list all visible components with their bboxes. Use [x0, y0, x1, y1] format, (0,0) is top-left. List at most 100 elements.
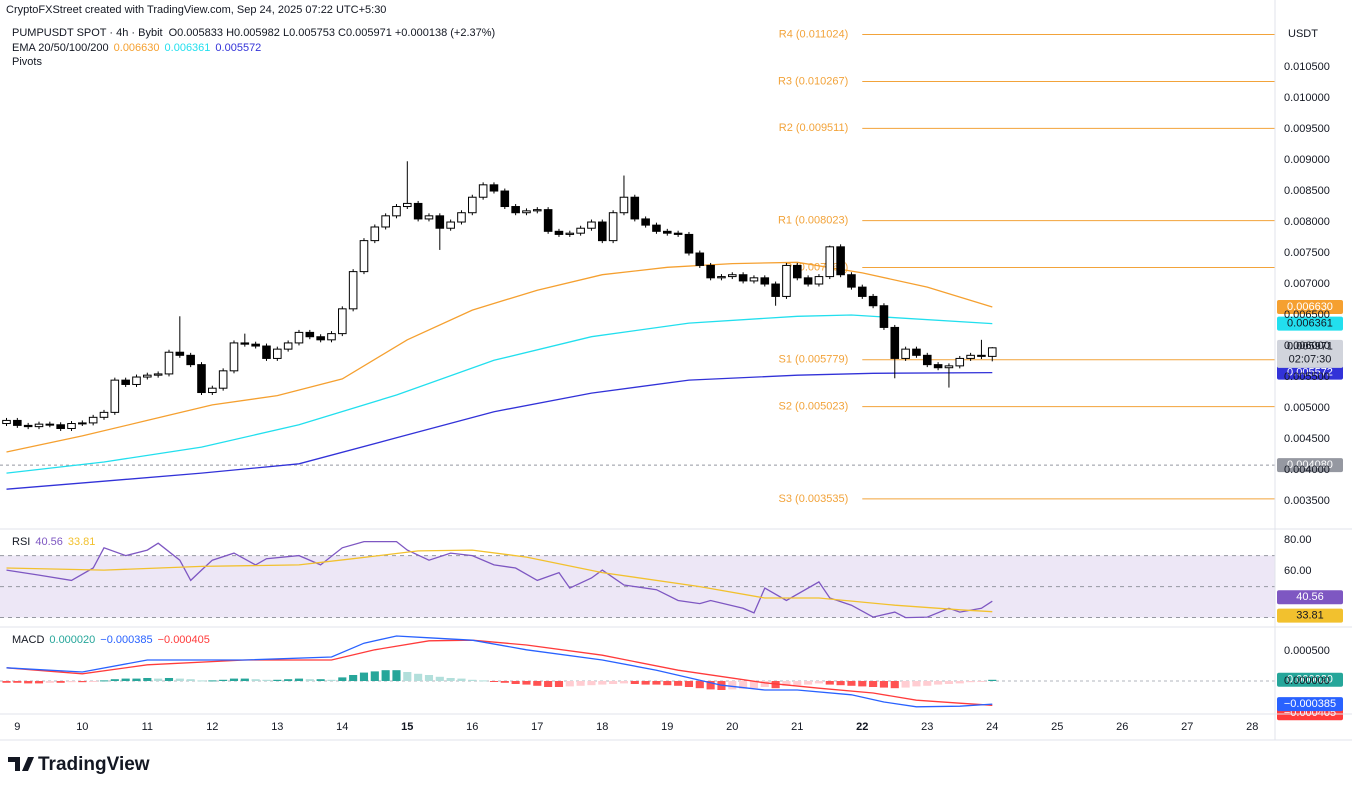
histogram-bar [619, 680, 629, 684]
y-tick-label: 0.000500 [1284, 645, 1330, 657]
candle-body [143, 374, 152, 378]
histogram-bar [446, 677, 455, 681]
macd-line [6, 639, 993, 706]
candle-body [912, 348, 921, 356]
histogram-bar [771, 680, 780, 689]
axis-badge [1277, 316, 1343, 331]
y-tick-label: 0.007500 [1284, 247, 1330, 259]
histogram-bar [327, 679, 336, 681]
y-tick-label: 0.006000 [1284, 340, 1330, 352]
histogram-bar [414, 673, 423, 681]
candle-body [879, 305, 889, 328]
candle-body [782, 264, 791, 297]
histogram-bar [489, 680, 499, 682]
y-tick-label: 0.009000 [1284, 154, 1330, 166]
axis-badge-label: 0.006361 [1287, 318, 1333, 330]
x-tick-label: 21 [791, 721, 803, 733]
candle-body [424, 215, 434, 220]
candle-body [814, 276, 824, 285]
candle-body [825, 246, 835, 278]
histogram-bar [869, 680, 878, 687]
candle-body [554, 230, 564, 235]
candle-body [381, 215, 390, 228]
histogram-bar [186, 679, 195, 681]
histogram-bar [663, 680, 672, 686]
histogram-bar [587, 680, 596, 686]
y-tick-label: 0.010500 [1284, 61, 1330, 73]
axis-badge [1277, 590, 1343, 605]
axis-badge-label: 0.005971 [1287, 341, 1333, 353]
histogram-bar [652, 680, 661, 685]
axis-badge-label: 0.006630 [1287, 301, 1333, 313]
candle-body [186, 354, 195, 366]
candle-body [608, 212, 618, 242]
candle-body [543, 209, 553, 232]
histogram-bar [294, 678, 304, 681]
symbol: PUMPUSDT SPOT · 4h · Bybit [12, 27, 163, 39]
histogram-bar [457, 678, 466, 681]
histogram-bar [500, 680, 509, 683]
brand-logo [8, 757, 34, 771]
pivots-legend: Pivots [12, 56, 42, 68]
candle-body [478, 184, 488, 198]
y-tick-label: 0.010000 [1284, 92, 1330, 104]
x-tick-label: 19 [661, 721, 673, 733]
candle-body [933, 364, 943, 369]
histogram-bar [674, 680, 683, 686]
candle-body [208, 387, 217, 394]
histogram-bar [468, 679, 477, 681]
candle-body [338, 308, 347, 335]
candle-body [771, 283, 780, 297]
histogram-bar [305, 679, 314, 681]
histogram-bar [284, 679, 293, 681]
candle-body [587, 221, 596, 229]
x-tick-label: 14 [336, 721, 348, 733]
x-tick-label: 26 [1116, 721, 1128, 733]
histogram-bar [522, 680, 531, 685]
histogram-bar [2, 680, 11, 683]
x-tick-label: 20 [726, 721, 738, 733]
candle-body [760, 277, 770, 285]
histogram-bar [479, 680, 488, 682]
histogram-bar [944, 680, 954, 684]
histogram-bar [565, 680, 574, 687]
candle-body [305, 331, 315, 338]
axis-badge [1277, 697, 1343, 712]
candle-body [229, 342, 239, 372]
candle-body [847, 274, 856, 288]
candle-body [977, 354, 986, 357]
x-tick-label: 18 [596, 721, 608, 733]
rsi-ma-value: 33.81 [68, 536, 96, 548]
signal-value: −0.000405 [158, 634, 210, 646]
histogram-bar [554, 680, 564, 687]
histogram-bar [934, 680, 943, 685]
histogram-bar [175, 678, 184, 681]
rsi-line [6, 549, 993, 613]
candle-body [175, 351, 185, 356]
rsi-legend: RSI 40.56 33.81 [12, 536, 95, 548]
histogram-bar [706, 680, 715, 690]
unit-label: USDT [1288, 28, 1318, 40]
pivot-label: R2 (0.009511) [779, 122, 849, 134]
candle-body [706, 264, 715, 279]
histogram-bar [164, 677, 174, 681]
candle-body [576, 227, 585, 234]
histogram-bar [544, 680, 553, 687]
histogram-bar [316, 679, 325, 681]
hist-value: 0.000020 [49, 634, 95, 646]
histogram-bar [684, 680, 694, 687]
ohlc: O0.005833 H0.005982 L0.005753 C0.005971 … [169, 27, 496, 39]
candle-body [836, 246, 845, 276]
histogram-bar [56, 680, 65, 683]
rsi-value: 40.56 [35, 536, 63, 548]
x-tick-label: 23 [921, 721, 933, 733]
y-tick-label: 0.006500 [1284, 309, 1330, 321]
histogram-bar [804, 680, 813, 685]
candle-body [348, 271, 358, 310]
macd-legend: MACD 0.000020 −0.000385 −0.000405 [12, 634, 210, 646]
y-tick-label: 0.005000 [1284, 402, 1330, 414]
y-tick-label: 0.008000 [1284, 216, 1330, 228]
histogram-bar [338, 677, 347, 681]
candle-body [262, 345, 271, 359]
